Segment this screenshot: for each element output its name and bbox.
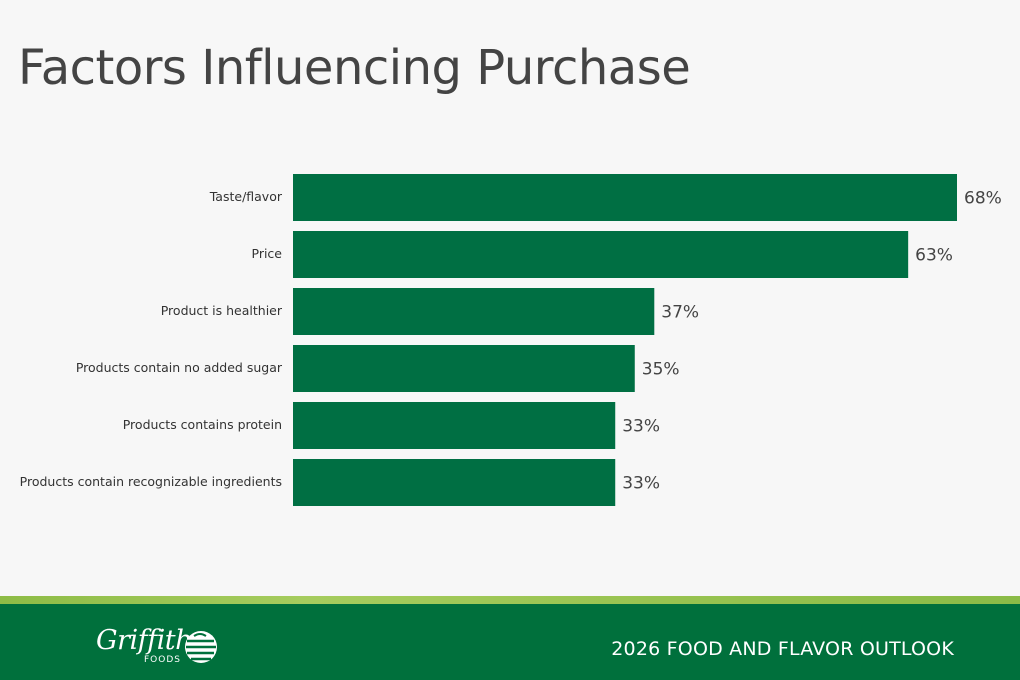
footer-band: Griffith FOODS 2026 FOOD AND FLAVOR OUTL… — [0, 604, 1020, 680]
bar-chart: Taste/flavor 68% Price 63% Product is health… — [20, 174, 1002, 506]
bar-1 — [293, 231, 909, 278]
bar-4 — [293, 402, 616, 449]
logo-globe-icon — [185, 631, 217, 663]
category-label-2: Product is healthier — [161, 303, 283, 318]
bar-3 — [293, 345, 635, 392]
value-label-5: 33% — [622, 474, 660, 494]
chart-title: Factors Influencing Purchase — [18, 40, 691, 96]
value-label-2: 37% — [661, 303, 699, 323]
category-label-4: Products contains protein — [123, 417, 282, 432]
category-label-1: Price — [252, 246, 283, 261]
footer-outlook-text: 2026 FOOD AND FLAVOR OUTLOOK — [611, 638, 954, 660]
category-label-5: Products contain recognizable ingredient… — [20, 474, 282, 489]
bar-2 — [293, 288, 655, 335]
logo-wordmark: Griffith — [96, 625, 192, 656]
bar-5 — [293, 459, 616, 506]
value-label-0: 68% — [964, 189, 1002, 209]
labels-layer: Taste/flavor 68% Price 63% Product is health… — [20, 189, 1002, 494]
category-label-0: Taste/flavor — [209, 189, 283, 204]
value-label-1: 63% — [915, 246, 953, 266]
logo-subtext: FOODS — [144, 655, 181, 665]
bars-layer — [293, 174, 957, 506]
griffith-foods-logo: Griffith FOODS — [96, 624, 224, 672]
footer-accent-stripe — [0, 596, 1020, 604]
value-label-3: 35% — [642, 360, 680, 380]
bar-0 — [293, 174, 957, 221]
value-label-4: 33% — [622, 417, 660, 437]
footer: Griffith FOODS 2026 FOOD AND FLAVOR OUTL… — [0, 596, 1020, 680]
category-label-3: Products contain no added sugar — [76, 360, 283, 375]
